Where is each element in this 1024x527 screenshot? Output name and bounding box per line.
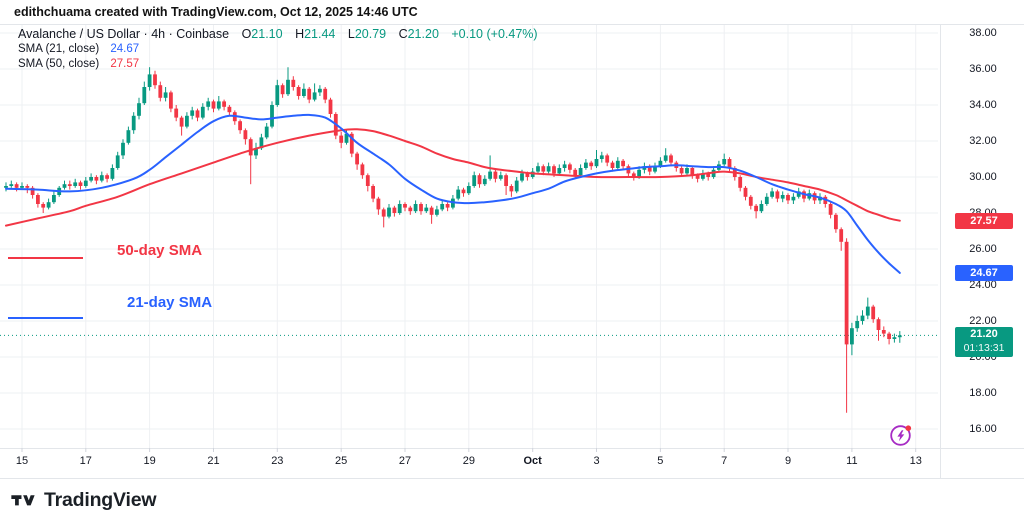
time-tick-label: 9 <box>784 455 792 467</box>
interval-label[interactable]: 4h <box>151 27 166 41</box>
price-tick-label: 32.00 <box>969 134 997 147</box>
time-axis[interactable]: 15 17 19 21 23 25 27 29 Oct 3 5 7 9 11 13 <box>0 449 1024 478</box>
last-price-tag: 21.20 01:13:31 <box>955 327 1013 358</box>
flash-icon[interactable] <box>887 421 915 449</box>
time-tick-label: 19 <box>143 455 156 467</box>
exchange-label[interactable]: Coinbase <box>176 27 230 41</box>
sma50-annotation-line[interactable] <box>8 257 83 259</box>
watermark-attribution: edithchuama created with TradingView.com… <box>14 5 418 19</box>
time-tick-label: 5 <box>657 455 664 467</box>
sma50-annotation-label: 50-day SMA <box>117 242 203 259</box>
time-tick-label: 15 <box>15 455 29 467</box>
separator-dot: · <box>143 27 148 41</box>
close-label: C21.20 <box>398 27 439 41</box>
separator-dot: · <box>168 27 173 41</box>
indicator-row-sma50[interactable]: SMA (50, close) 27.57 <box>18 57 538 72</box>
open-value: 21.10 <box>251 27 283 41</box>
sma21-legend-value: 24.67 <box>110 43 140 55</box>
price-tick-label: 36.00 <box>969 62 997 75</box>
price-tick-label: 22.00 <box>969 314 997 327</box>
symbol-row: Avalanche / US Dollar · 4h · Coinbase O2… <box>18 27 538 42</box>
time-tick-label: 7 <box>721 455 728 467</box>
sma21-legend-label: SMA (21, close) <box>18 43 100 55</box>
price-tick-label: 24.00 <box>969 278 997 291</box>
time-tick-label: Oct <box>523 455 542 467</box>
tradingview-mark-icon <box>11 495 35 506</box>
tradingview-wordmark: TradingView <box>44 488 157 511</box>
time-tick-label: 27 <box>398 455 412 467</box>
sma21-annotation-label: 21-day SMA <box>127 294 213 311</box>
time-tick-label: 29 <box>462 455 475 467</box>
time-tick-label: 3 <box>593 455 600 467</box>
price-tick-label: 34.00 <box>969 98 997 111</box>
price-tick-label: 16.00 <box>969 422 997 435</box>
indicator-price-tag: 24.67 <box>955 264 1013 281</box>
high-label: H21.44 <box>295 27 336 41</box>
price-tick-label: 30.00 <box>969 170 997 183</box>
symbol-title[interactable]: Avalanche / US Dollar <box>18 27 141 41</box>
change-value: +0.10 (+0.47%) <box>451 27 538 41</box>
price-tick-label: 26.00 <box>969 242 997 255</box>
time-tick-label: 25 <box>335 455 348 467</box>
price-tick-label: 38.00 <box>969 26 997 39</box>
time-tick-label: 13 <box>909 455 922 467</box>
sma21-annotation-line[interactable] <box>8 317 83 319</box>
price-axis[interactable]: 38.0036.0034.0032.0030.0028.0026.0024.00… <box>941 24 1024 448</box>
lightning-bolt-icon <box>897 430 905 442</box>
tradingview-logo[interactable]: TradingView <box>10 488 157 512</box>
price-tick-label: 18.00 <box>969 386 997 399</box>
alert-dot <box>905 425 912 431</box>
time-tick-label: 11 <box>846 455 858 467</box>
low-label: L20.79 <box>347 27 387 41</box>
low-value: 20.79 <box>354 27 387 41</box>
time-tick-label: 21 <box>207 455 220 467</box>
sma50-legend-value: 27.57 <box>110 58 140 70</box>
indicator-row-sma21[interactable]: SMA (21, close) 24.67 <box>18 42 538 57</box>
close-value: 21.20 <box>407 27 439 41</box>
time-tick-label: 17 <box>79 455 92 467</box>
time-tick-label: 23 <box>271 455 284 467</box>
sma50-legend-label: SMA (50, close) <box>18 58 100 70</box>
high-value: 21.44 <box>304 27 336 41</box>
open-label: O21.10 <box>241 27 283 41</box>
indicator-price-tag: 27.57 <box>955 212 1013 229</box>
chart-legend: Avalanche / US Dollar · 4h · Coinbase O2… <box>18 27 538 72</box>
